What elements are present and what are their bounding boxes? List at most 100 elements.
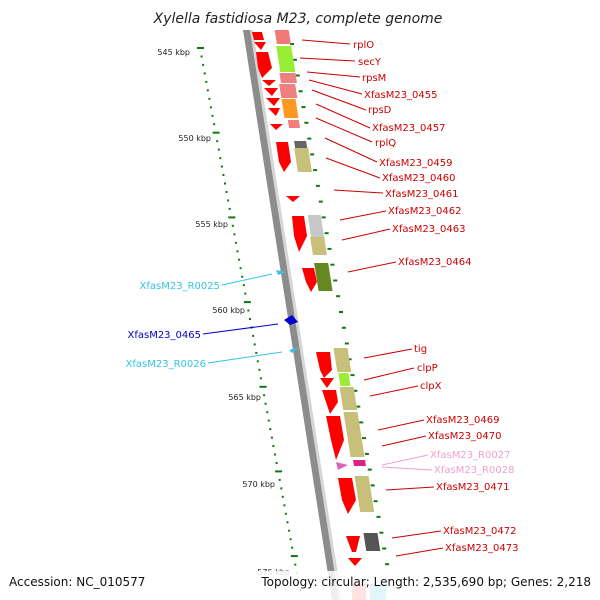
gene-block[interactable] xyxy=(287,120,301,128)
gene-label-xfasm23-0471[interactable]: XfasM23_0471 xyxy=(436,482,510,493)
rna-feature[interactable] xyxy=(276,270,286,275)
guide-tick xyxy=(347,358,352,361)
gene-label-xfasm23-0472[interactable]: XfasM23_0472 xyxy=(443,526,517,537)
scale-minor-tick xyxy=(259,377,262,380)
gene-label-xfasm23-0470[interactable]: XfasM23_0470 xyxy=(428,431,502,442)
gene-arrow[interactable] xyxy=(262,80,276,86)
gene-label-xfasm23-0455[interactable]: XfasM23_0455 xyxy=(364,90,438,101)
scale-minor-tick xyxy=(278,478,281,481)
scale-minor-tick xyxy=(283,504,286,507)
gene-arrow[interactable] xyxy=(270,124,283,130)
gene-arrow[interactable] xyxy=(276,142,291,172)
gene-block[interactable] xyxy=(338,373,351,386)
scale-minor-tick xyxy=(266,411,269,414)
gene-block[interactable] xyxy=(339,387,358,410)
scale-minor-tick xyxy=(255,351,258,354)
gene-label-xfasm23-r0026[interactable]: XfasM23_R0026 xyxy=(126,359,206,370)
gene-label-xfasm23-0457[interactable]: XfasM23_0457 xyxy=(372,123,446,134)
scale-minor-tick xyxy=(242,284,245,287)
scale-minor-tick xyxy=(238,258,241,261)
scale-minor-tick xyxy=(219,157,222,160)
gene-label-tig[interactable]: tig xyxy=(414,344,427,355)
footer-band xyxy=(0,571,600,600)
gene-label-xfasm23-r0028[interactable]: XfasM23_R0028 xyxy=(434,465,514,476)
gene-block[interactable] xyxy=(310,237,327,255)
gene-label-rplq[interactable]: rplQ xyxy=(375,138,396,149)
gene-arrow[interactable] xyxy=(348,558,362,566)
gene-arrow[interactable] xyxy=(252,32,264,40)
gene-label-rpsm[interactable]: rpsM xyxy=(362,73,386,84)
gene-label-xfasm23-0459[interactable]: XfasM23_0459 xyxy=(379,158,453,169)
gene-arrow[interactable] xyxy=(256,52,272,78)
gene-arrow[interactable] xyxy=(268,108,280,116)
gene-arrow[interactable] xyxy=(326,416,344,460)
gene-block[interactable] xyxy=(279,73,297,83)
gene-label-xfasm23-r0027[interactable]: XfasM23_R0027 xyxy=(430,450,510,461)
gene-arrow[interactable] xyxy=(264,88,278,96)
gene-label-xfasm23-0462[interactable]: XfasM23_0462 xyxy=(388,206,462,217)
gene-arrow[interactable] xyxy=(292,216,307,252)
gene-label-clpx[interactable]: clpX xyxy=(420,381,442,392)
gene-block[interactable] xyxy=(274,30,291,44)
gene-block[interactable] xyxy=(294,141,308,148)
gene-block[interactable] xyxy=(354,476,375,512)
scale-minor-tick xyxy=(211,114,214,117)
guide-tick xyxy=(379,531,384,534)
guide-tick xyxy=(310,153,315,156)
gene-label-xfasm23-r0025[interactable]: XfasM23_R0025 xyxy=(140,281,220,292)
gene-block[interactable] xyxy=(314,263,333,291)
genome-backbone xyxy=(243,30,342,600)
gene-arrow[interactable] xyxy=(286,196,300,202)
scale-label: 565 kbp xyxy=(228,393,261,402)
scale-minor-tick xyxy=(244,292,247,295)
gene-block[interactable] xyxy=(279,84,298,98)
gene-label-xfasm23-0469[interactable]: XfasM23_0469 xyxy=(426,415,500,426)
scale-minor-tick xyxy=(274,453,276,456)
gene-arrow[interactable] xyxy=(254,42,266,50)
guide-tick xyxy=(304,121,309,124)
gene-arrow[interactable] xyxy=(266,98,280,106)
scale-minor-tick xyxy=(234,241,237,244)
gene-block[interactable] xyxy=(281,99,299,118)
gene-label-xfasm23-0463[interactable]: XfasM23_0463 xyxy=(392,224,466,235)
selected-feature[interactable] xyxy=(284,315,298,325)
gene-label-xfasm23-0461[interactable]: XfasM23_0461 xyxy=(385,189,459,200)
gene-label-rplo[interactable]: rplO xyxy=(353,40,374,51)
scale-minor-tick xyxy=(227,199,230,202)
gene-label-xfasm23-0460[interactable]: XfasM23_0460 xyxy=(382,173,456,184)
gene-arrow[interactable] xyxy=(322,390,338,414)
gene-block[interactable] xyxy=(276,46,296,72)
scale-minor-tick xyxy=(253,343,256,346)
gene-arrow[interactable] xyxy=(302,268,317,292)
scale-minor-tick xyxy=(206,89,209,92)
gene-block[interactable] xyxy=(294,148,312,172)
gene-arrow[interactable] xyxy=(320,378,334,388)
gene-arrow[interactable] xyxy=(316,352,332,378)
gene-label-xfasm23-0465[interactable]: XfasM23_0465 xyxy=(127,330,201,341)
gene-label-xfasm23-0473[interactable]: XfasM23_0473 xyxy=(445,543,519,554)
gene-label-xfasm23-0464[interactable]: XfasM23_0464 xyxy=(398,257,472,268)
rna-feature[interactable] xyxy=(336,462,348,470)
map-title: Xylella fastidiosa M23, complete genome xyxy=(153,11,443,27)
gene-arrow[interactable] xyxy=(346,536,360,552)
rna-feature[interactable] xyxy=(289,347,300,353)
gene-block[interactable] xyxy=(307,215,325,237)
gene-label-clpp[interactable]: clpP xyxy=(417,363,438,374)
scale-minor-tick xyxy=(209,106,212,109)
gene-block[interactable] xyxy=(363,533,381,551)
gene-block[interactable] xyxy=(343,412,365,457)
scale-minor-tick xyxy=(239,267,242,270)
scale-minor-tick xyxy=(252,334,255,337)
scale-minor-tick xyxy=(286,521,289,524)
guide-tick xyxy=(350,374,355,377)
scale-minor-tick xyxy=(270,436,273,439)
gene-label-secy[interactable]: secY xyxy=(358,57,382,68)
gene-block[interactable] xyxy=(333,348,352,372)
gene-block[interactable] xyxy=(353,460,366,466)
scale-minor-tick xyxy=(291,546,294,549)
gene-label-rpsd[interactable]: rpsD xyxy=(368,105,392,116)
gene-arrow[interactable] xyxy=(338,478,356,514)
scale-minor-tick xyxy=(247,309,250,312)
guide-tick xyxy=(364,452,369,455)
